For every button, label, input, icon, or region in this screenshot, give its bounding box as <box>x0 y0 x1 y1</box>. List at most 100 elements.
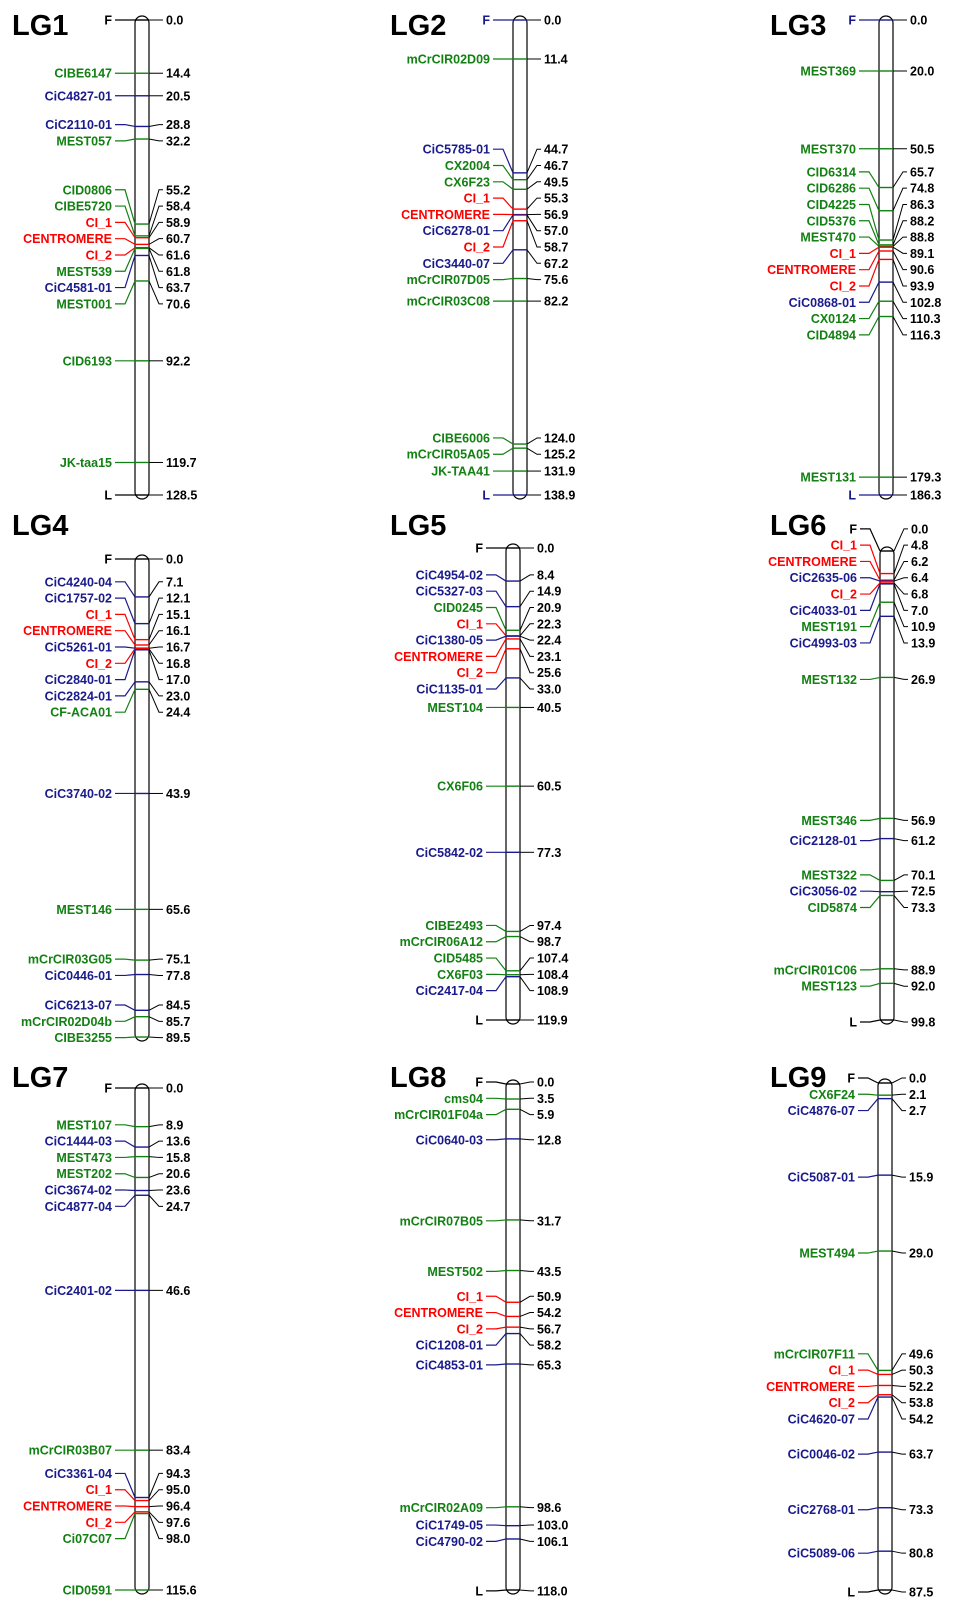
marker-position: 108.9 <box>537 984 568 998</box>
marker-leader-left <box>493 437 514 445</box>
marker-leader-right <box>891 1098 906 1112</box>
marker-leader-right <box>519 648 534 674</box>
marker-position: 124.0 <box>544 431 575 445</box>
marker-leader-right <box>893 890 908 893</box>
marker-position: 88.9 <box>911 963 935 977</box>
marker-mest494: MEST494 29.0 <box>799 1247 933 1261</box>
marker-ci07c07: Ci07C07 98.0 <box>63 1512 190 1546</box>
marker-leader-left <box>486 1506 507 1509</box>
marker-ci-1: CI_1 50.9 <box>457 1290 562 1304</box>
marker-leader-right <box>519 1108 534 1116</box>
marker-position: 16.1 <box>166 624 190 638</box>
marker-cic5087-01: CiC5087-01 15.9 <box>788 1171 934 1185</box>
marker-position: 0.0 <box>537 1076 554 1090</box>
marker-position: 102.8 <box>910 296 941 310</box>
marker-position: 60.5 <box>537 780 561 794</box>
marker-name: MEST322 <box>801 868 857 882</box>
marker-leader-left <box>859 259 880 287</box>
marker-name: mCrCIR03C08 <box>407 295 490 309</box>
marker-leader-left <box>858 1353 879 1371</box>
marker-name: CiC4240-04 <box>45 575 112 589</box>
marker-leader-left <box>115 221 136 239</box>
marker-leader-right <box>891 1353 906 1371</box>
marker-name: F <box>847 1071 855 1085</box>
marker-position: 40.5 <box>537 701 561 715</box>
marker-leader-right <box>891 1174 906 1178</box>
marker-cic3361-04: CiC3361-04 94.3 <box>45 1467 190 1499</box>
marker-name: Ci07C07 <box>63 1532 112 1546</box>
marker-leader-left <box>860 874 881 881</box>
marker-leader-left <box>859 187 880 211</box>
marker-name: JK-taa15 <box>60 456 112 470</box>
marker-mest107: MEST107 8.9 <box>56 1118 183 1132</box>
marker-cibe2493: CIBE2493 97.4 <box>425 919 561 933</box>
linkage-group-title: LG3 <box>770 10 826 42</box>
marker-leader-left <box>858 1077 879 1084</box>
marker-position: 26.9 <box>911 673 935 687</box>
marker-name: CiC1135-01 <box>416 682 483 696</box>
marker-leader-right <box>519 1312 534 1317</box>
marker-leader-left <box>493 197 514 210</box>
marker-name: F <box>104 14 112 28</box>
marker-mcrcir07f11: mCrCIR07F11 49.6 <box>774 1347 933 1372</box>
marker-cic0640-03: CiC0640-03 12.8 <box>416 1133 562 1147</box>
marker-leader-right <box>892 246 907 254</box>
marker-centromere: CENTROMERE 16.1 <box>23 624 190 646</box>
marker-position: 128.5 <box>166 489 197 503</box>
marker-name: CiC3056-02 <box>790 885 857 899</box>
marker-name: CID6314 <box>807 165 856 179</box>
marker-position: 61.2 <box>911 834 935 848</box>
marker-position: 23.6 <box>166 1184 190 1198</box>
marker-name: MEST346 <box>801 814 857 828</box>
marker-leader-right <box>148 1489 163 1501</box>
marker-cid6314: CID6314 65.7 <box>807 165 934 189</box>
marker-mest322: MEST322 70.1 <box>801 868 935 882</box>
marker-leader-right <box>893 1019 908 1023</box>
marker-cic3056-02: CiC3056-02 72.5 <box>790 885 936 899</box>
marker-leader-right <box>519 1097 534 1100</box>
marker-name: CiC4033-01 <box>790 604 857 618</box>
marker-name: L <box>849 1016 857 1030</box>
marker-name: mCrCIR01C06 <box>774 963 857 977</box>
marker-ci-1: CI_1 15.1 <box>86 608 190 641</box>
marker-cic2824-01: CiC2824-01 23.0 <box>45 681 190 703</box>
marker-leader-left <box>115 1505 136 1508</box>
marker-cic3440-07: CiC3440-07 67.2 <box>423 249 568 271</box>
marker-leader-left <box>486 1295 507 1303</box>
marker-leader-right <box>893 577 908 582</box>
marker-position: 7.0 <box>911 604 928 618</box>
marker-cibe3255: CIBE3255 89.5 <box>54 1031 190 1045</box>
marker-name: MEST369 <box>800 64 856 78</box>
marker-position: 83.4 <box>166 1444 190 1458</box>
marker-leader-right <box>892 187 907 211</box>
marker-position: 8.9 <box>166 1118 183 1132</box>
marker-leader-left <box>858 1384 879 1388</box>
marker-name: CiC5261-01 <box>45 641 112 655</box>
marker-name: CiC1208-01 <box>416 1339 483 1353</box>
marker-leader-right <box>891 1589 906 1593</box>
marker-position: 14.9 <box>537 585 561 599</box>
marker-leader-right <box>148 255 163 289</box>
marker-cic4581-01: CiC4581-01 63.7 <box>45 254 190 295</box>
marker-position: 75.6 <box>544 273 568 287</box>
marker-name: CENTROMERE <box>394 650 483 664</box>
marker-position: 32.2 <box>166 134 190 148</box>
marker-position: 14.4 <box>166 67 190 81</box>
marker-position: 13.6 <box>166 1135 190 1149</box>
marker-cid5874: CID5874 73.3 <box>808 894 935 915</box>
marker-leader-left <box>115 1472 136 1498</box>
chromosome-bar <box>134 15 150 500</box>
marker-leader-right <box>519 677 534 690</box>
marker-name: CiC5785-01 <box>423 143 490 157</box>
marker-name: CiC2635-06 <box>790 571 857 585</box>
marker-name: CI_2 <box>457 666 483 680</box>
marker-leader-left <box>486 1333 507 1346</box>
marker-leader-right <box>519 957 534 972</box>
marker-name: CID5485 <box>434 952 483 966</box>
marker-position: 0.0 <box>909 1071 926 1085</box>
marker-leader-right <box>893 982 908 987</box>
marker-leader-right <box>519 1506 534 1509</box>
marker-name: CI_2 <box>457 1322 483 1336</box>
marker-position: 95.0 <box>166 1483 190 1497</box>
marker-position: 0.0 <box>911 522 928 536</box>
